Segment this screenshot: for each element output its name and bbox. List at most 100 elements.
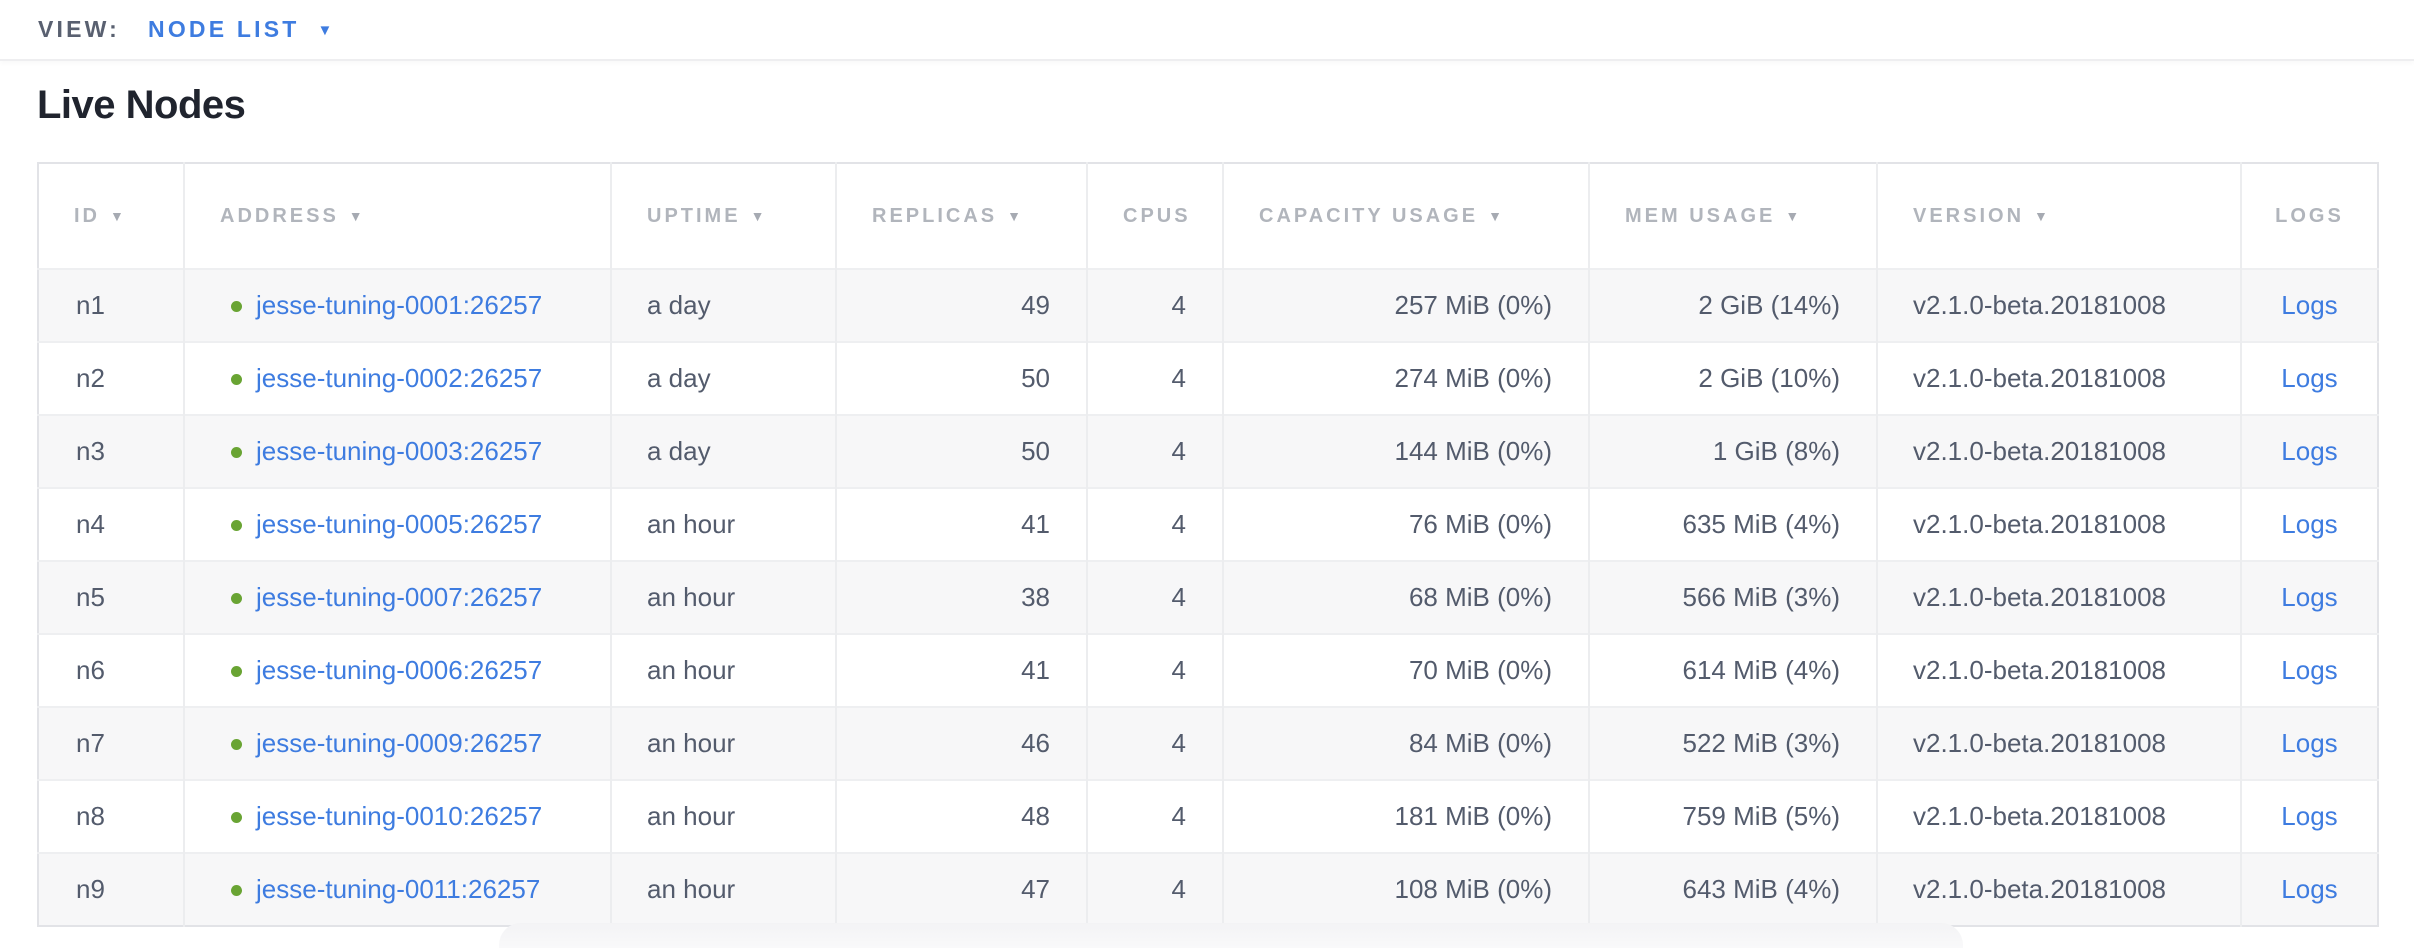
cell-logs: Logs (2241, 780, 2378, 853)
column-label: MEM USAGE (1625, 204, 1776, 227)
cell-uptime: an hour (611, 853, 837, 926)
column-label: REPLICAS (872, 204, 998, 227)
node-health-icon (231, 812, 242, 823)
cell-mem: 566 MiB (3%) (1589, 561, 1878, 634)
logs-link[interactable]: Logs (2281, 874, 2338, 904)
column-header-address[interactable]: ADDRESS ▼ (184, 163, 612, 269)
cell-id: n3 (38, 415, 185, 488)
column-header-version[interactable]: VERSION ▼ (1877, 163, 2242, 269)
column-label: UPTIME (647, 204, 741, 227)
column-header-capacity[interactable]: CAPACITY USAGE ▼ (1223, 163, 1590, 269)
cell-address: jesse-tuning-0005:26257 (184, 488, 612, 561)
cell-version: v2.1.0-beta.20181008 (1877, 415, 2242, 488)
cell-uptime: an hour (611, 780, 837, 853)
node-health-icon (231, 374, 242, 385)
view-selector[interactable]: NODE LIST ▼ (148, 16, 336, 43)
cell-version: v2.1.0-beta.20181008 (1877, 342, 2242, 415)
table-row-n3: n3 jesse-tuning-0003:26257 a day 50 4 144 MiB… (38, 415, 2378, 488)
node-address-link[interactable]: jesse-tuning-0002:26257 (256, 363, 543, 393)
column-header-mem[interactable]: MEM USAGE ▼ (1589, 163, 1878, 269)
logs-link[interactable]: Logs (2281, 509, 2338, 539)
cell-uptime: a day (611, 342, 837, 415)
node-health-icon (231, 447, 242, 458)
cell-cpus: 4 (1087, 415, 1224, 488)
cell-capacity: 70 MiB (0%) (1223, 634, 1590, 707)
column-label: LOGS (2275, 204, 2344, 227)
cell-version: v2.1.0-beta.20181008 (1877, 853, 2242, 926)
cell-logs: Logs (2241, 415, 2378, 488)
page-title: Live Nodes (37, 83, 246, 127)
cell-id: n7 (38, 707, 185, 780)
cell-logs: Logs (2241, 488, 2378, 561)
logs-link[interactable]: Logs (2281, 801, 2338, 831)
table-row-n8: n8 jesse-tuning-0010:26257 an hour 48 4 181 M… (38, 780, 2378, 853)
cell-id: n8 (38, 780, 185, 853)
column-header-cpus: CPUS (1087, 163, 1224, 269)
cell-uptime: an hour (611, 561, 837, 634)
cell-address: jesse-tuning-0009:26257 (184, 707, 612, 780)
logs-link[interactable]: Logs (2281, 582, 2338, 612)
logs-link[interactable]: Logs (2281, 290, 2338, 320)
cell-capacity: 257 MiB (0%) (1223, 269, 1590, 342)
cell-capacity: 274 MiB (0%) (1223, 342, 1590, 415)
cell-version: v2.1.0-beta.20181008 (1877, 634, 2242, 707)
cell-uptime: an hour (611, 488, 837, 561)
cell-version: v2.1.0-beta.20181008 (1877, 561, 2242, 634)
view-selected-value: NODE LIST (148, 16, 300, 42)
sort-arrow-icon: ▼ (2034, 207, 2051, 224)
cell-id: n5 (38, 561, 185, 634)
cell-uptime: an hour (611, 707, 837, 780)
cell-cpus: 4 (1087, 634, 1224, 707)
node-address-link[interactable]: jesse-tuning-0007:26257 (256, 582, 543, 612)
cell-logs: Logs (2241, 561, 2378, 634)
node-address-link[interactable]: jesse-tuning-0001:26257 (256, 290, 543, 320)
cell-mem: 1 GiB (8%) (1589, 415, 1878, 488)
cell-address: jesse-tuning-0003:26257 (184, 415, 612, 488)
live-nodes-table: ID ▼ ADDRESS ▼ UPTIME ▼ REPLICAS ▼ CPUS CAPACITY … (37, 162, 2379, 927)
cell-cpus: 4 (1087, 342, 1224, 415)
cell-cpus: 4 (1087, 780, 1224, 853)
cell-version: v2.1.0-beta.20181008 (1877, 488, 2242, 561)
column-label: ADDRESS (220, 204, 339, 227)
column-label: CAPACITY USAGE (1259, 204, 1479, 227)
table-row-n7: n7 jesse-tuning-0009:26257 an hour 46 4 84 Mi… (38, 707, 2378, 780)
cell-capacity: 76 MiB (0%) (1223, 488, 1590, 561)
cell-logs: Logs (2241, 342, 2378, 415)
column-header-id[interactable]: ID ▼ (38, 163, 185, 269)
cell-cpus: 4 (1087, 707, 1224, 780)
column-header-replicas[interactable]: REPLICAS ▼ (836, 163, 1088, 269)
sort-arrow-icon: ▼ (110, 207, 127, 224)
cell-mem: 614 MiB (4%) (1589, 634, 1878, 707)
logs-link[interactable]: Logs (2281, 728, 2338, 758)
sort-arrow-icon: ▼ (1785, 207, 1803, 224)
node-address-link[interactable]: jesse-tuning-0009:26257 (256, 728, 543, 758)
sort-arrow-icon: ▼ (750, 207, 768, 224)
sort-arrow-icon: ▼ (348, 207, 366, 224)
logs-link[interactable]: Logs (2281, 436, 2338, 466)
logs-link[interactable]: Logs (2281, 655, 2338, 685)
column-label: VERSION (1913, 204, 2025, 227)
cell-capacity: 144 MiB (0%) (1223, 415, 1590, 488)
node-address-link[interactable]: jesse-tuning-0006:26257 (256, 655, 543, 685)
node-address-link[interactable]: jesse-tuning-0010:26257 (256, 801, 543, 831)
cell-replicas: 38 (836, 561, 1088, 634)
column-label: ID (74, 204, 100, 227)
cell-address: jesse-tuning-0001:26257 (184, 269, 612, 342)
table-row-n1: n1 jesse-tuning-0001:26257 a day 49 4 257 MiB… (38, 269, 2378, 342)
cell-id: n2 (38, 342, 185, 415)
node-address-link[interactable]: jesse-tuning-0011:26257 (256, 874, 541, 904)
table-row-n2: n2 jesse-tuning-0002:26257 a day 50 4 274 MiB… (38, 342, 2378, 415)
cell-capacity: 68 MiB (0%) (1223, 561, 1590, 634)
column-header-uptime[interactable]: UPTIME ▼ (611, 163, 837, 269)
node-address-link[interactable]: jesse-tuning-0005:26257 (256, 509, 543, 539)
node-address-link[interactable]: jesse-tuning-0003:26257 (256, 436, 543, 466)
node-health-icon (231, 301, 242, 312)
logs-link[interactable]: Logs (2281, 363, 2338, 393)
cell-address: jesse-tuning-0011:26257 (184, 853, 612, 926)
sort-arrow-icon: ▼ (1488, 207, 1505, 224)
column-label: CPUS (1123, 204, 1191, 227)
node-health-icon (231, 593, 242, 604)
cell-mem: 2 GiB (14%) (1589, 269, 1878, 342)
cell-version: v2.1.0-beta.20181008 (1877, 780, 2242, 853)
cell-replicas: 47 (836, 853, 1088, 926)
